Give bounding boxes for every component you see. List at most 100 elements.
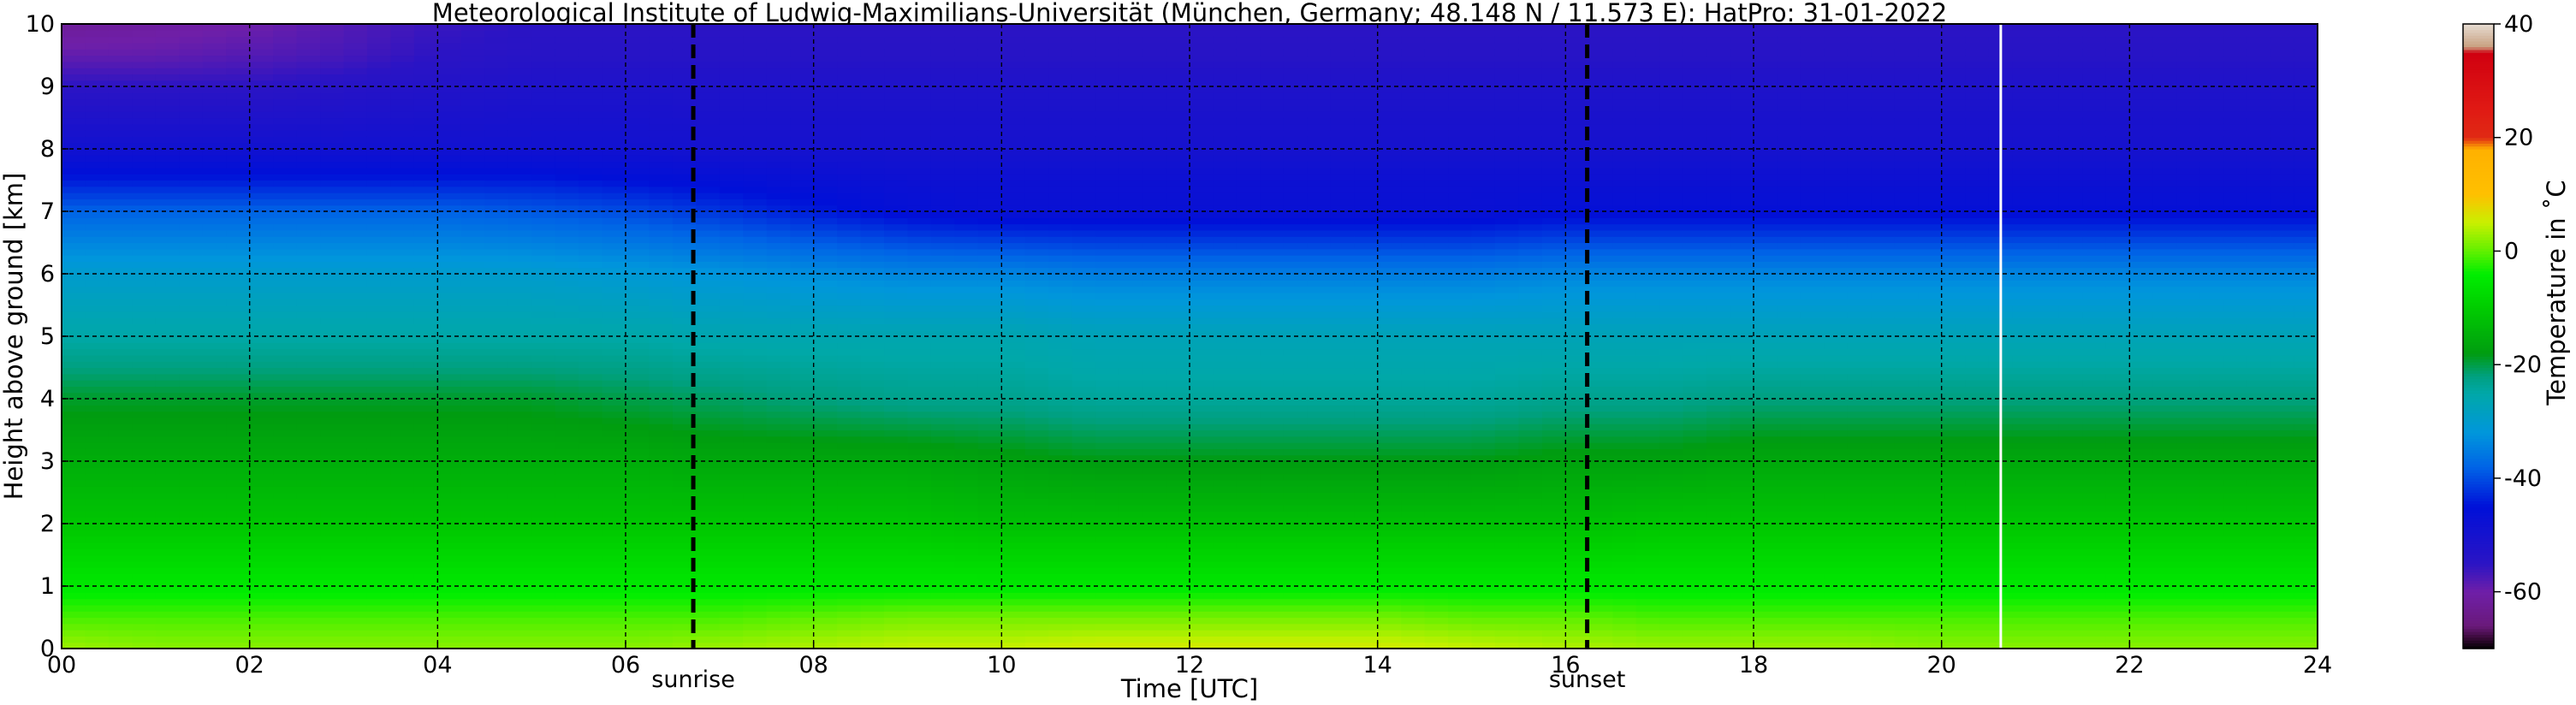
heatmap-cell — [413, 517, 438, 524]
heatmap-cell — [579, 405, 603, 412]
heatmap-cell — [155, 130, 180, 137]
heatmap-cell — [579, 305, 603, 312]
heatmap-cell — [1166, 473, 1190, 481]
heatmap-cell — [602, 217, 626, 225]
heatmap-cell — [837, 24, 862, 31]
heatmap-cell — [343, 117, 368, 125]
heatmap-cell — [296, 505, 321, 512]
heatmap-cell — [1143, 554, 1167, 562]
heatmap-cell — [1095, 174, 1120, 181]
heatmap-cell — [1095, 229, 1120, 237]
heatmap-cell — [531, 229, 556, 237]
heatmap-cell — [366, 567, 392, 574]
heatmap-cell — [1119, 479, 1143, 487]
heatmap-cell — [484, 74, 509, 81]
heatmap-cell — [390, 167, 415, 175]
heatmap-cell — [437, 430, 462, 437]
heatmap-cell — [743, 123, 768, 131]
heatmap-cell — [813, 517, 838, 524]
heatmap-cell — [1095, 167, 1120, 175]
heatmap-cell — [696, 174, 721, 181]
heatmap-cell — [62, 198, 86, 206]
heatmap-cell — [531, 311, 556, 318]
heatmap-cell — [1024, 492, 1049, 500]
heatmap-cell — [343, 74, 368, 81]
heatmap-cell — [531, 592, 556, 600]
heatmap-cell — [1119, 611, 1143, 619]
heatmap-cell — [366, 236, 392, 244]
heatmap-cell — [719, 229, 744, 237]
heatmap-cell — [273, 274, 298, 281]
heatmap-cell — [719, 430, 744, 437]
heatmap-cell — [1048, 204, 1073, 212]
heatmap-cell — [930, 155, 956, 163]
heatmap-cell — [226, 399, 251, 406]
heatmap-cell — [202, 560, 227, 568]
heatmap-cell — [249, 392, 274, 400]
heatmap-cell — [813, 136, 838, 144]
heatmap-cell — [273, 123, 298, 131]
heatmap-cell — [413, 405, 438, 412]
heatmap-cell — [555, 198, 579, 206]
heatmap-cell — [766, 517, 791, 524]
heatmap-cell — [155, 142, 180, 150]
heatmap-cell — [977, 399, 1002, 406]
heatmap-cell — [296, 30, 321, 38]
heatmap-cell — [579, 236, 603, 244]
heatmap-cell — [62, 536, 86, 543]
heatmap-cell — [484, 174, 509, 181]
heatmap-cell — [226, 542, 251, 549]
heatmap-cell — [649, 604, 674, 612]
heatmap-cell — [626, 524, 650, 530]
heatmap-cell — [1166, 149, 1190, 156]
heatmap-cell — [484, 248, 509, 256]
heatmap-cell — [860, 536, 885, 543]
heatmap-cell — [1119, 161, 1143, 169]
heatmap-cell — [649, 329, 674, 337]
heatmap-cell — [507, 498, 532, 506]
heatmap-cell — [179, 149, 204, 156]
heatmap-cell — [1143, 30, 1167, 38]
heatmap-cell — [860, 448, 885, 456]
heatmap-cell — [155, 524, 180, 530]
heatmap-cell — [108, 486, 133, 494]
heatmap-cell — [1001, 498, 1026, 506]
heatmap-cell — [155, 204, 180, 212]
heatmap-cell — [460, 505, 485, 512]
heatmap-cell — [790, 186, 815, 193]
heatmap-cell — [202, 530, 227, 537]
heatmap-cell — [249, 405, 274, 412]
heatmap-cell — [1071, 467, 1096, 475]
heatmap-cell — [460, 217, 485, 225]
heatmap-cell — [413, 280, 438, 287]
heatmap-cell — [813, 117, 838, 125]
heatmap-cell — [1143, 248, 1167, 256]
heatmap-cell — [62, 317, 86, 324]
heatmap-cell — [930, 242, 956, 250]
heatmap-cell — [1071, 435, 1096, 443]
heatmap-cell — [1095, 579, 1120, 587]
heatmap-cell — [273, 142, 298, 150]
heatmap-cell — [672, 435, 697, 443]
heatmap-cell — [179, 117, 204, 125]
heatmap-cell — [460, 305, 485, 312]
heatmap-cell — [460, 524, 485, 530]
heatmap-cell — [719, 186, 744, 193]
heatmap-cell — [85, 373, 110, 381]
heatmap-cell — [132, 24, 157, 31]
heatmap-cell — [1119, 560, 1143, 568]
heatmap-cell — [1143, 329, 1167, 337]
heatmap-cell — [626, 261, 650, 269]
heatmap-cell — [1119, 155, 1143, 163]
heatmap-cell — [696, 336, 721, 343]
heatmap-cell — [296, 274, 321, 281]
heatmap-cell — [743, 524, 768, 530]
heatmap-cell — [226, 111, 251, 119]
heatmap-cell — [930, 473, 956, 481]
heatmap-cell — [977, 548, 1002, 556]
heatmap-cell — [1071, 130, 1096, 137]
heatmap-cell — [626, 92, 650, 100]
heatmap-cell — [507, 554, 532, 562]
heatmap-cell — [790, 348, 815, 356]
heatmap-cell — [85, 198, 110, 206]
